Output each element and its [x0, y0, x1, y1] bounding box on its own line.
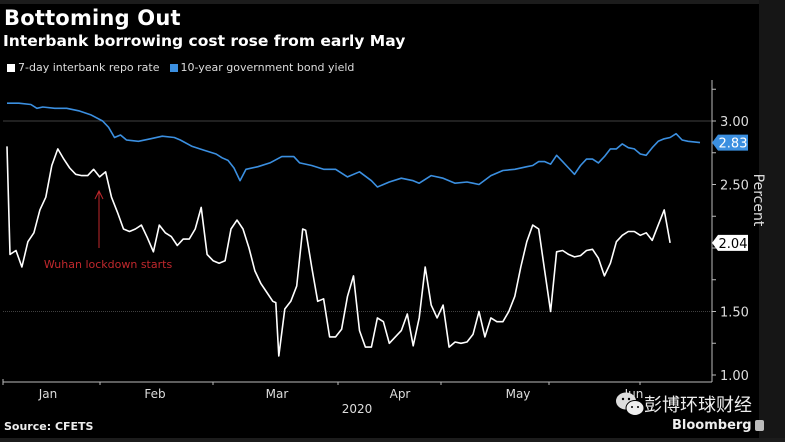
watermark-chinese: 彭博环球财经 [644, 395, 752, 416]
y-axis-title: Percent [750, 174, 766, 227]
x-tick-label: Jan [38, 387, 58, 401]
legend-item-repo: 7-day interbank repo rate [7, 61, 160, 74]
x-tick-label: Apr [390, 387, 411, 401]
series-line-repo-rate [6, 146, 671, 357]
y-tick-label: 3.00 [720, 115, 749, 130]
series-line-bond-yield [7, 102, 701, 188]
watermark-brand: Bloomberg [672, 418, 752, 433]
chart-subtitle: Interbank borrowing cost rose from early… [3, 32, 406, 50]
y-tick-label: 2.50 [720, 179, 749, 194]
legend-swatch-bond [169, 63, 178, 72]
annotation-label: Wuhan lockdown starts [44, 258, 173, 271]
last-value-badge-bond [712, 134, 748, 151]
last-value-badge-repo [712, 234, 748, 251]
x-tick-label: May [506, 387, 531, 401]
x-tick-label: Feb [144, 387, 165, 401]
legend-item-bond: 10-year government bond yield [169, 61, 355, 74]
chart-title: Bottoming Out [4, 6, 181, 30]
wechat-icon [616, 392, 645, 416]
annotation-arrow-head [94, 189, 104, 200]
frame-top [0, 0, 785, 4]
frame-bottom [0, 438, 785, 442]
x-tick-label: Mar [266, 387, 289, 401]
bloomberg-logo-icon [755, 420, 764, 431]
legend: 7-day interbank repo rate 10-year govern… [7, 61, 364, 74]
source-note: Source: CFETS [4, 420, 94, 433]
x-axis-title: 2020 [342, 402, 373, 416]
legend-label-bond: 10-year government bond yield [180, 61, 355, 74]
y-tick-label: 1.50 [720, 306, 749, 321]
legend-swatch-repo [7, 63, 15, 72]
frame-right [759, 0, 785, 442]
y-tick-label: 1.00 [720, 369, 749, 384]
last-value-label-repo: 2.04 [719, 237, 748, 252]
legend-label-repo: 7-day interbank repo rate [18, 61, 160, 74]
last-value-label-bond: 2.83 [719, 137, 748, 152]
